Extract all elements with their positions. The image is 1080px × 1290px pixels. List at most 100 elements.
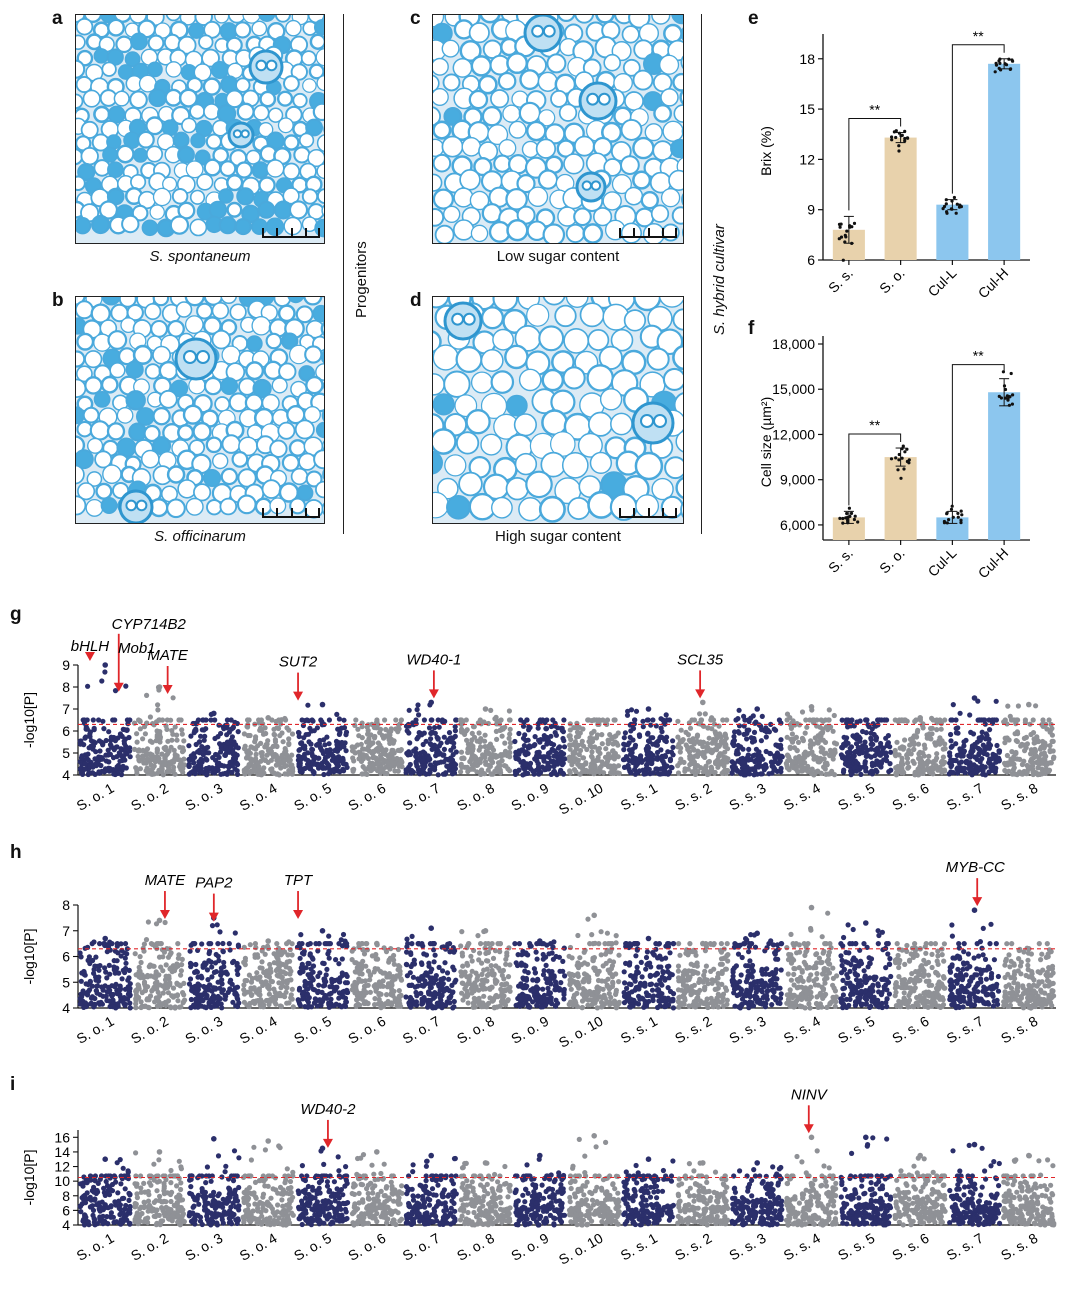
snp-point — [546, 754, 552, 760]
snp-point — [481, 771, 487, 777]
snp-point — [621, 747, 627, 753]
snp-point — [1041, 770, 1047, 776]
snp-point — [196, 982, 203, 988]
parenchyma-cell — [558, 103, 578, 122]
parenchyma-cell — [167, 319, 185, 338]
snp-point — [241, 991, 247, 997]
snp-point — [994, 742, 1000, 749]
parenchyma-cell — [177, 479, 197, 499]
hybrid-bracket — [701, 14, 702, 534]
snp-point — [569, 762, 575, 768]
snp-point — [86, 770, 92, 776]
snp-point — [512, 771, 519, 777]
snp-point — [698, 721, 704, 727]
y-tick-label: 5 — [62, 745, 70, 761]
snp-point — [621, 741, 627, 747]
parenchyma-cell — [675, 476, 683, 499]
snp-point — [353, 717, 359, 723]
parenchyma-cell — [93, 391, 111, 408]
snp-point — [234, 768, 240, 774]
snp-point — [849, 717, 855, 723]
snp-point — [831, 712, 837, 719]
snp-point — [165, 738, 171, 744]
vessel — [590, 180, 602, 191]
snp-point — [789, 731, 796, 737]
parenchyma-cell — [611, 174, 632, 195]
snp-point — [1002, 717, 1008, 723]
gene-label: MATE — [147, 647, 189, 664]
snp-point — [637, 756, 643, 762]
snp-point — [654, 766, 660, 772]
chromosome-label: S. o. 2 — [128, 1013, 171, 1047]
parenchyma-cell — [620, 118, 643, 141]
bar — [884, 137, 917, 260]
snp-point — [321, 758, 327, 764]
snp-point — [193, 968, 199, 974]
snp-point — [257, 725, 264, 731]
snp-point — [632, 767, 638, 773]
parenchyma-cell — [282, 187, 300, 205]
parenchyma-cell — [468, 89, 489, 110]
snp-point — [161, 949, 167, 955]
bar — [988, 392, 1021, 540]
snp-point — [778, 737, 784, 743]
snp-point — [222, 752, 228, 758]
snp-point — [697, 740, 703, 746]
snp-point — [283, 989, 289, 995]
snp-point — [364, 739, 370, 745]
snp-point — [584, 746, 590, 753]
chromosome-label: S. o. 10 — [556, 780, 606, 818]
snp-point — [576, 751, 582, 758]
parenchyma-cell — [305, 470, 323, 488]
data-point — [903, 136, 907, 141]
parenchyma-cell — [251, 161, 270, 179]
parenchyma-cell — [211, 329, 232, 350]
snp-point — [286, 741, 292, 748]
snp-point — [763, 748, 769, 755]
parenchyma-cell — [109, 362, 126, 379]
snp-point — [174, 981, 180, 987]
snp-point — [137, 726, 143, 732]
snp-point — [262, 951, 268, 957]
parenchyma-cell — [498, 139, 517, 157]
snp-point — [986, 717, 992, 723]
parenchyma-cell — [235, 77, 251, 93]
snp-point — [566, 733, 572, 739]
snp-point — [162, 755, 168, 761]
snp-point — [274, 953, 281, 959]
snp-point — [574, 729, 581, 735]
snp-point — [505, 751, 511, 757]
snp-point — [787, 715, 793, 721]
parenchyma-cell — [106, 134, 122, 150]
parenchyma-cell — [152, 187, 172, 207]
parenchyma-cell — [514, 452, 538, 476]
snp-point — [553, 732, 560, 738]
snp-point — [485, 767, 491, 773]
snp-point — [691, 759, 698, 765]
snp-point — [644, 747, 651, 753]
parenchyma-cell — [244, 393, 264, 413]
data-point — [959, 509, 963, 513]
snp-point — [206, 941, 212, 947]
data-point — [841, 258, 845, 262]
snp-point — [306, 764, 312, 771]
snp-point — [225, 763, 231, 769]
chromosome-label: S. o. 5 — [291, 780, 334, 814]
snp-point — [227, 979, 233, 985]
snp-point — [663, 712, 669, 718]
snp-point — [143, 937, 150, 943]
parenchyma-cell — [124, 51, 141, 68]
snp-point — [862, 760, 868, 767]
snp-point — [625, 708, 631, 714]
parenchyma-cell — [283, 75, 300, 92]
micrograph-a — [75, 14, 325, 244]
snp-point — [275, 755, 281, 761]
bar — [936, 204, 969, 260]
snp-point — [276, 964, 282, 970]
parenchyma-cell — [556, 139, 576, 158]
snp-point — [458, 769, 464, 775]
snp-point — [107, 971, 113, 977]
snp-point — [717, 731, 723, 737]
parenchyma-cell — [231, 450, 249, 468]
snp-point — [790, 718, 796, 724]
